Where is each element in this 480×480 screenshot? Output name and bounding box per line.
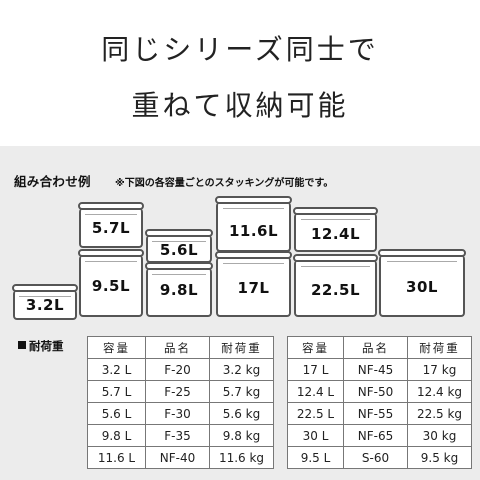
container-lid [145, 262, 213, 275]
cell-load: 17 kg [407, 358, 472, 381]
container-label: 12.4L [310, 225, 361, 243]
container-lid [378, 249, 466, 262]
container-lid [293, 254, 378, 267]
load-capacity-label: 耐荷重 [29, 339, 64, 353]
table-row: 30 L NF-65 30 kg [287, 424, 472, 447]
headline-line-1: 同じシリーズ同士で [101, 33, 379, 66]
cell-capacity: 9.8 L [87, 424, 146, 447]
header-product: 品名 [145, 336, 210, 359]
cell-capacity: 22.5 L [287, 402, 344, 425]
table-row: 9.5 L S-60 9.5 kg [287, 446, 472, 469]
cell-load: 12.4 kg [407, 380, 472, 403]
container-9-8l: 9.8L [145, 262, 213, 317]
table-row: 3.2 L F-20 3.2 kg [87, 358, 274, 381]
header-capacity: 容量 [87, 336, 146, 359]
cell-capacity: 5.6 L [87, 402, 146, 425]
table-row: 11.6 L NF-40 11.6 kg [87, 446, 274, 469]
load-capacity-title: 耐荷重 [18, 338, 64, 354]
container-label: 17L [237, 279, 270, 297]
example-title: 組み合わせ例 [14, 174, 91, 189]
container-lid [215, 251, 292, 264]
cell-product: F-20 [145, 358, 210, 381]
cell-product: F-35 [145, 424, 210, 447]
cell-load: 9.5 kg [407, 446, 472, 469]
container-label: 3.2L [25, 296, 65, 314]
container-label: 22.5L [310, 281, 361, 299]
cell-product: NF-65 [343, 424, 408, 447]
cell-load: 5.6 kg [209, 402, 274, 425]
container-lid [293, 207, 378, 220]
header-load: 耐荷重 [407, 336, 472, 359]
container-lid [145, 229, 213, 242]
cell-product: F-25 [145, 380, 210, 403]
cell-capacity: 9.5 L [287, 446, 344, 469]
container-label: 5.7L [91, 219, 131, 237]
cell-load: 5.7 kg [209, 380, 274, 403]
cell-load: 9.8 kg [209, 424, 274, 447]
container-lid [12, 284, 78, 297]
cell-capacity: 5.7 L [87, 380, 146, 403]
cell-load: 3.2 kg [209, 358, 274, 381]
container-12-4l: 12.4L [293, 207, 378, 252]
header-product: 品名 [343, 336, 408, 359]
container-30l: 30L [378, 249, 466, 317]
header-capacity: 容量 [287, 336, 344, 359]
load-table-right: 容量 品名 耐荷重 17 L NF-45 17 kg 12.4 L NF-50 … [287, 336, 472, 469]
container-lid [78, 202, 144, 215]
example-note: ※下図の各容量ごとのスタッキングが可能です。 [115, 178, 334, 189]
cell-product: NF-45 [343, 358, 408, 381]
cell-capacity: 3.2 L [87, 358, 146, 381]
container-9-5l: 9.5L [78, 249, 144, 317]
load-table-left: 容量 品名 耐荷重 3.2 L F-20 3.2 kg 5.7 L F-25 5… [87, 336, 274, 469]
container-5-6l: 5.6L [145, 229, 213, 263]
cell-product: NF-55 [343, 402, 408, 425]
container-label: 5.6L [159, 241, 199, 259]
container-22-5l: 22.5L [293, 254, 378, 317]
header-load: 耐荷重 [209, 336, 274, 359]
cell-product: F-30 [145, 402, 210, 425]
cell-capacity: 17 L [287, 358, 344, 381]
table-header-row: 容量 品名 耐荷重 [87, 336, 274, 359]
cell-product: NF-50 [343, 380, 408, 403]
table-row: 12.4 L NF-50 12.4 kg [287, 380, 472, 403]
cell-load: 30 kg [407, 424, 472, 447]
table-row: 5.7 L F-25 5.7 kg [87, 380, 274, 403]
container-lid [215, 196, 292, 209]
table-row: 5.6 L F-30 5.6 kg [87, 402, 274, 425]
cell-product: NF-40 [145, 446, 210, 469]
container-lid [78, 249, 144, 262]
cell-capacity: 11.6 L [87, 446, 146, 469]
header: 同じシリーズ同士で 重ねて収納可能 [0, 0, 480, 146]
container-3-2l: 3.2L [12, 284, 78, 320]
cell-load: 11.6 kg [209, 446, 274, 469]
container-label: 30L [406, 278, 438, 296]
cell-capacity: 12.4 L [287, 380, 344, 403]
headline-line-2: 重ねて収納可能 [131, 89, 349, 122]
table-row: 17 L NF-45 17 kg [287, 358, 472, 381]
container-label: 11.6L [228, 222, 279, 240]
cell-capacity: 30 L [287, 424, 344, 447]
table-header-row: 容量 品名 耐荷重 [287, 336, 472, 359]
cell-product: S-60 [343, 446, 408, 469]
container-label: 9.8L [159, 281, 199, 299]
container-5-7l: 5.7L [78, 202, 144, 248]
container-17l: 17L [215, 251, 292, 317]
table-row: 22.5 L NF-55 22.5 kg [287, 402, 472, 425]
table-row: 9.8 L F-35 9.8 kg [87, 424, 274, 447]
square-bullet-icon [18, 341, 26, 349]
container-11-6l: 11.6L [215, 196, 292, 252]
container-label: 9.5L [91, 277, 131, 295]
cell-load: 22.5 kg [407, 402, 472, 425]
